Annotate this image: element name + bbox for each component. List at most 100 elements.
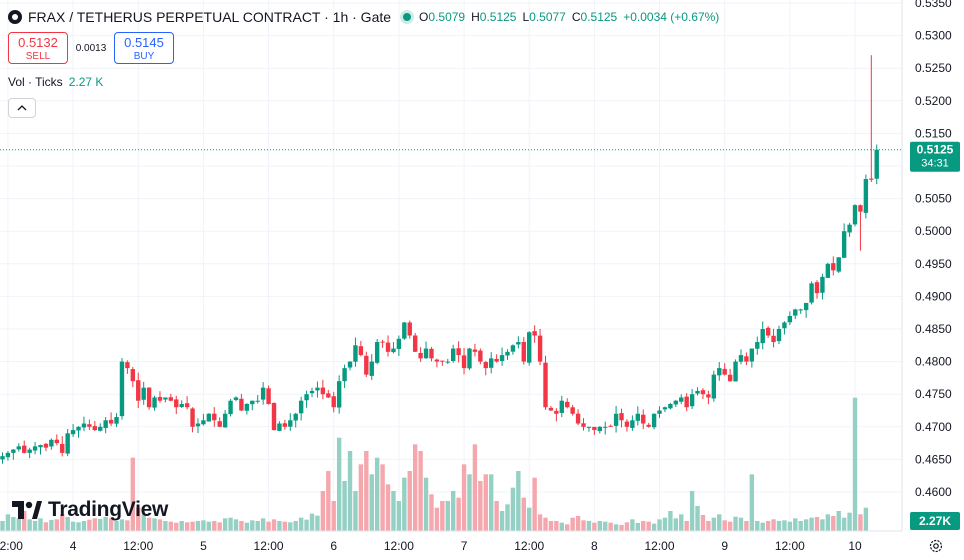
change-value: +0.0034 (+0.67%) — [623, 10, 720, 24]
volume-bar — [326, 471, 331, 531]
volume-bar — [798, 521, 803, 531]
candle-body — [5, 452, 11, 458]
volume-bar — [65, 517, 70, 531]
candle-body — [869, 178, 874, 180]
price-axis[interactable]: 0.53500.53000.52500.52000.51500.51000.50… — [915, 0, 952, 499]
candle-body — [445, 361, 450, 363]
volume-bar — [820, 519, 825, 531]
volume-bar — [831, 516, 836, 531]
volume-bar — [146, 517, 152, 531]
candle-body — [385, 342, 391, 352]
candle-body — [282, 423, 288, 427]
volume-bar — [858, 514, 863, 531]
volume-bar — [125, 520, 130, 531]
price-tick-label: 0.4700 — [915, 420, 952, 434]
symbol-title[interactable]: FRAX / TETHERUS PERPETUAL CONTRACT · 1h … — [28, 9, 392, 25]
price-tick-label: 0.5150 — [915, 126, 952, 140]
volume-bar — [825, 514, 831, 531]
volume-bar — [32, 521, 38, 531]
volume-legend[interactable]: Vol · Ticks 2.27 K — [8, 75, 103, 89]
candle-body — [711, 374, 717, 399]
candle-body — [391, 348, 396, 353]
candle-body — [168, 397, 174, 401]
candle-body — [277, 423, 282, 431]
volume-bar — [787, 521, 793, 531]
candle-body — [461, 355, 467, 369]
candle-body — [793, 309, 798, 316]
candle-body — [657, 410, 662, 414]
market-open-icon — [403, 13, 412, 21]
low-label: L — [522, 10, 530, 24]
chevron-up-icon[interactable] — [8, 98, 36, 118]
candle-body — [244, 403, 250, 411]
volume-bar — [179, 521, 184, 531]
sell-button[interactable]: 0.5132 SELL — [8, 32, 68, 64]
candle-body — [608, 425, 613, 427]
volume-bar — [722, 520, 727, 531]
volume-bar — [803, 519, 809, 531]
candle-body — [146, 387, 152, 408]
volume-bar — [771, 519, 776, 531]
time-tick-label: 12:00 — [123, 539, 153, 553]
volume-bar — [532, 477, 537, 531]
volume-bar — [271, 519, 277, 531]
candle-body — [624, 421, 630, 427]
time-tick-label: 10 — [848, 539, 862, 553]
sell-price: 0.5132 — [18, 34, 58, 50]
candle-body — [782, 322, 787, 329]
volume-bar — [174, 522, 179, 531]
candle-body — [298, 400, 304, 414]
volume-bar — [201, 520, 206, 531]
candle-body — [489, 358, 494, 368]
candle-body — [217, 421, 222, 427]
candle-body — [619, 413, 624, 421]
candle-body — [152, 397, 157, 408]
volume-bar — [624, 522, 630, 531]
candle-body — [380, 341, 385, 343]
tradingview-logo-icon — [12, 501, 42, 519]
price-tick-label: 0.4750 — [915, 387, 952, 401]
candle-body — [597, 426, 602, 432]
volume-bar — [98, 519, 103, 531]
volume-bar — [222, 518, 228, 531]
volume-bar — [418, 451, 423, 531]
price-tick-label: 0.5300 — [915, 29, 952, 43]
volume-bar — [250, 520, 255, 531]
volume-bar — [168, 521, 174, 531]
candle-body — [309, 390, 315, 394]
candle-body — [749, 348, 755, 362]
candle-body — [429, 348, 434, 359]
volume-bar — [391, 491, 396, 531]
volume-bar — [527, 507, 532, 531]
candle-body — [467, 348, 472, 369]
candle-body — [798, 309, 803, 311]
candle-body — [60, 443, 65, 453]
candle-body — [744, 356, 749, 362]
candle-body — [364, 355, 369, 375]
candle-body — [369, 361, 374, 376]
volume-bar — [347, 451, 353, 531]
candle-body — [114, 417, 119, 424]
volume-bar — [494, 501, 499, 531]
time-tick-label: 12:00 — [384, 539, 414, 553]
candle-body — [803, 302, 809, 311]
volume-bar — [668, 511, 673, 531]
candle-body — [407, 322, 412, 336]
candle-body — [315, 387, 320, 391]
candle-body — [130, 369, 136, 382]
volume-bar — [499, 511, 505, 531]
volume-bar — [298, 517, 304, 531]
volume-bar — [342, 481, 347, 531]
volume-bar — [852, 397, 858, 531]
buy-button[interactable]: 0.5145 BUY — [114, 32, 174, 64]
candle-body — [516, 342, 521, 345]
time-axis[interactable]: 12:00 4 12:00 5 12:00 6 12:00 7 12:00 8 12:00 9 12:0… — [0, 539, 862, 553]
volume-bar — [407, 471, 412, 531]
tradingview-logo[interactable]: TradingView — [12, 498, 168, 522]
candle-body — [65, 433, 70, 454]
candle-body — [320, 387, 326, 395]
candle-body — [76, 426, 81, 431]
volume-bar — [673, 518, 679, 531]
gear-icon[interactable] — [928, 538, 944, 554]
